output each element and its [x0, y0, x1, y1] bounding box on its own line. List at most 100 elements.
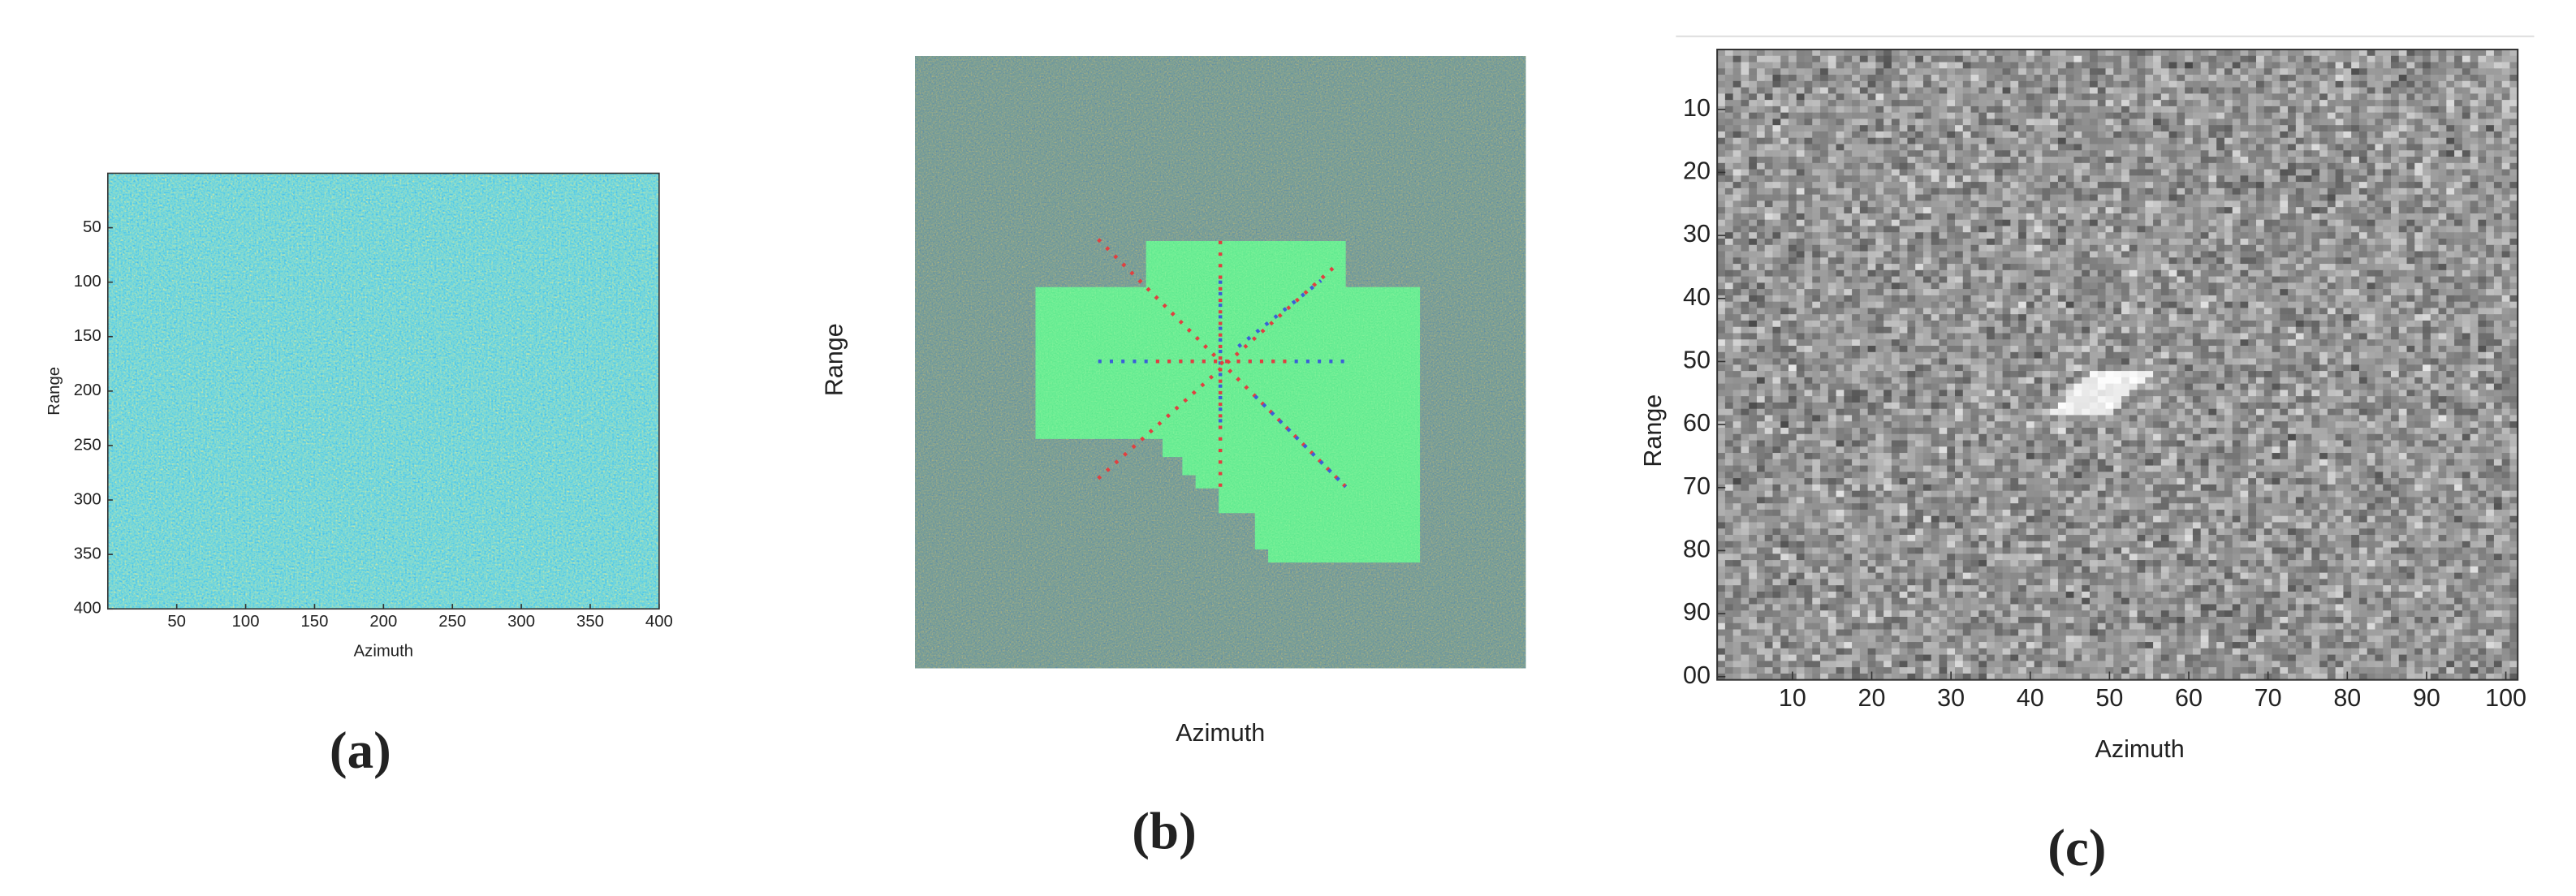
pixel [2224, 106, 2233, 114]
pixel [1899, 200, 1909, 208]
pixel [1780, 49, 1789, 57]
pixel [2018, 118, 2027, 126]
pixel [1772, 55, 1781, 63]
pixel [2232, 219, 2242, 227]
pixel [2216, 62, 2225, 69]
pixel [2406, 106, 2415, 114]
pixel [2335, 207, 2345, 214]
pixel [2057, 346, 2067, 353]
pixel [1867, 112, 1876, 120]
pixel [2390, 251, 2400, 258]
pixel [2390, 157, 2400, 164]
pixel [2343, 301, 2352, 309]
pixel [2089, 93, 2099, 101]
pixel [1820, 264, 1829, 271]
pixel [1772, 282, 1781, 290]
pixel [1922, 62, 1932, 69]
pixel [1844, 194, 1853, 202]
pixel [2232, 75, 2242, 82]
pixel [2367, 295, 2376, 303]
pixel [1812, 333, 1821, 340]
pixel [2200, 62, 2210, 69]
pixel [2501, 308, 2511, 315]
pixel [1875, 55, 1884, 63]
pixel [1978, 333, 1987, 340]
pixel [1724, 326, 1734, 334]
pixel [2248, 207, 2257, 214]
pixel [2446, 182, 2455, 189]
pixel [1859, 187, 1869, 196]
pixel [2367, 339, 2376, 347]
pixel [2478, 194, 2487, 202]
pixel [2232, 295, 2242, 303]
pixel [2177, 276, 2186, 283]
pixel [1994, 339, 2004, 347]
pixel [1907, 213, 1916, 221]
pixel [2034, 244, 2043, 252]
pixel [2288, 93, 2297, 101]
pixel [2295, 346, 2305, 353]
pixel [2383, 346, 2392, 353]
pixel [2137, 125, 2146, 132]
pixel [2351, 264, 2360, 271]
pixel [2272, 257, 2280, 265]
pixel [2263, 125, 2273, 132]
pixel [2057, 295, 2067, 303]
pixel [1907, 351, 1916, 360]
pixel [2145, 187, 2154, 196]
pixel [2430, 112, 2440, 120]
pixel [2073, 157, 2082, 164]
pixel [2185, 200, 2194, 208]
pixel [2327, 80, 2337, 88]
pixel [2065, 87, 2075, 94]
pixel [2224, 200, 2233, 208]
pixel [1741, 314, 1750, 321]
pixel [2406, 295, 2415, 303]
pixel [2097, 226, 2107, 233]
pixel [2129, 200, 2138, 208]
pixel [1724, 289, 1734, 296]
pixel [1827, 232, 1837, 239]
pixel [1978, 351, 1987, 360]
pixel [2192, 219, 2202, 227]
pixel [1859, 346, 1869, 353]
pixel [2493, 339, 2503, 347]
pixel [2256, 257, 2265, 265]
pixel [2454, 144, 2463, 151]
pixel [2050, 93, 2059, 101]
pixel [1915, 244, 1924, 252]
pixel [2168, 333, 2177, 340]
pixel [1844, 125, 1853, 132]
pixel [1804, 314, 1813, 321]
pixel [1962, 169, 1972, 176]
pixel [2390, 289, 2400, 296]
pixel [1844, 351, 1853, 360]
pixel [2129, 282, 2138, 290]
pixel [2295, 226, 2305, 233]
pixel [2018, 213, 2027, 221]
pixel [2105, 295, 2114, 303]
pixel [1804, 326, 1813, 334]
pixel [2121, 219, 2130, 227]
pixel [2438, 238, 2447, 246]
pixel [2105, 244, 2114, 252]
pixel [2240, 320, 2249, 328]
pixel [2057, 100, 2067, 107]
pixel [2272, 87, 2280, 94]
pixel [2263, 75, 2273, 82]
pixel [2200, 351, 2210, 360]
pixel [1947, 112, 1956, 120]
pixel [1899, 62, 1909, 69]
pixel [1772, 320, 1781, 328]
pixel [2438, 68, 2447, 75]
pixel [2470, 200, 2479, 208]
pixel [2423, 346, 2431, 353]
pixel [1970, 264, 1979, 271]
pixel [1883, 257, 1892, 265]
pixel [2438, 226, 2447, 233]
pixel [2042, 276, 2051, 283]
pixel [1836, 200, 1845, 208]
pixel [1962, 100, 1972, 107]
pixel [2280, 339, 2289, 347]
pixel [1812, 87, 1821, 94]
